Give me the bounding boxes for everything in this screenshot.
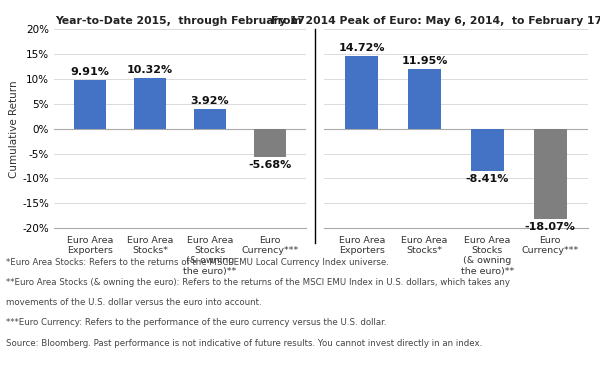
Bar xyxy=(134,78,166,129)
Text: ***Euro Currency: Refers to the performance of the euro currency versus the U.S.: ***Euro Currency: Refers to the performa… xyxy=(6,318,386,327)
Bar xyxy=(408,70,441,129)
Text: Euro Area
Exporters: Euro Area Exporters xyxy=(338,236,385,255)
Text: Euro Area
Stocks*: Euro Area Stocks* xyxy=(401,236,448,255)
Bar xyxy=(254,129,286,157)
Bar xyxy=(471,129,504,171)
Text: Euro Area
Stocks*: Euro Area Stocks* xyxy=(127,236,173,255)
Y-axis label: Cumulative Return: Cumulative Return xyxy=(10,80,19,178)
Text: -18.07%: -18.07% xyxy=(525,222,576,231)
Text: **Euro Area Stocks (& owning the euro): Refers to the returns of the MSCI EMU In: **Euro Area Stocks (& owning the euro): … xyxy=(6,278,510,287)
Bar xyxy=(74,79,106,129)
Text: Source: Bloomberg. Past performance is not indicative of future results. You can: Source: Bloomberg. Past performance is n… xyxy=(6,339,482,347)
Text: Euro Area
Stocks
(& owning
the euro)**: Euro Area Stocks (& owning the euro)** xyxy=(461,236,514,276)
Text: Euro
Currency***: Euro Currency*** xyxy=(521,236,579,255)
Text: Euro
Currency***: Euro Currency*** xyxy=(241,236,299,255)
Title: From 2014 Peak of Euro: May 6, 2014,  to February 17, 2015: From 2014 Peak of Euro: May 6, 2014, to … xyxy=(271,16,600,26)
Text: Euro Area
Stocks
(& owning
the euro)**: Euro Area Stocks (& owning the euro)** xyxy=(184,236,236,276)
Text: movements of the U.S. dollar versus the euro into account.: movements of the U.S. dollar versus the … xyxy=(6,298,262,307)
Text: *Euro Area Stocks: Refers to the returns of the MSCI EMU Local Currency Index un: *Euro Area Stocks: Refers to the returns… xyxy=(6,258,389,266)
Text: 10.32%: 10.32% xyxy=(127,64,173,75)
Title: Year-to-Date 2015,  through February 17: Year-to-Date 2015, through February 17 xyxy=(55,16,305,26)
Bar xyxy=(534,129,566,219)
Bar xyxy=(194,109,226,129)
Text: 3.92%: 3.92% xyxy=(191,96,229,106)
Bar xyxy=(346,56,378,129)
Text: -8.41%: -8.41% xyxy=(466,174,509,184)
Text: -5.68%: -5.68% xyxy=(248,160,292,170)
Text: Euro Area
Exporters: Euro Area Exporters xyxy=(67,236,113,255)
Text: 14.72%: 14.72% xyxy=(338,43,385,53)
Text: 9.91%: 9.91% xyxy=(71,67,109,77)
Text: 11.95%: 11.95% xyxy=(401,56,448,67)
